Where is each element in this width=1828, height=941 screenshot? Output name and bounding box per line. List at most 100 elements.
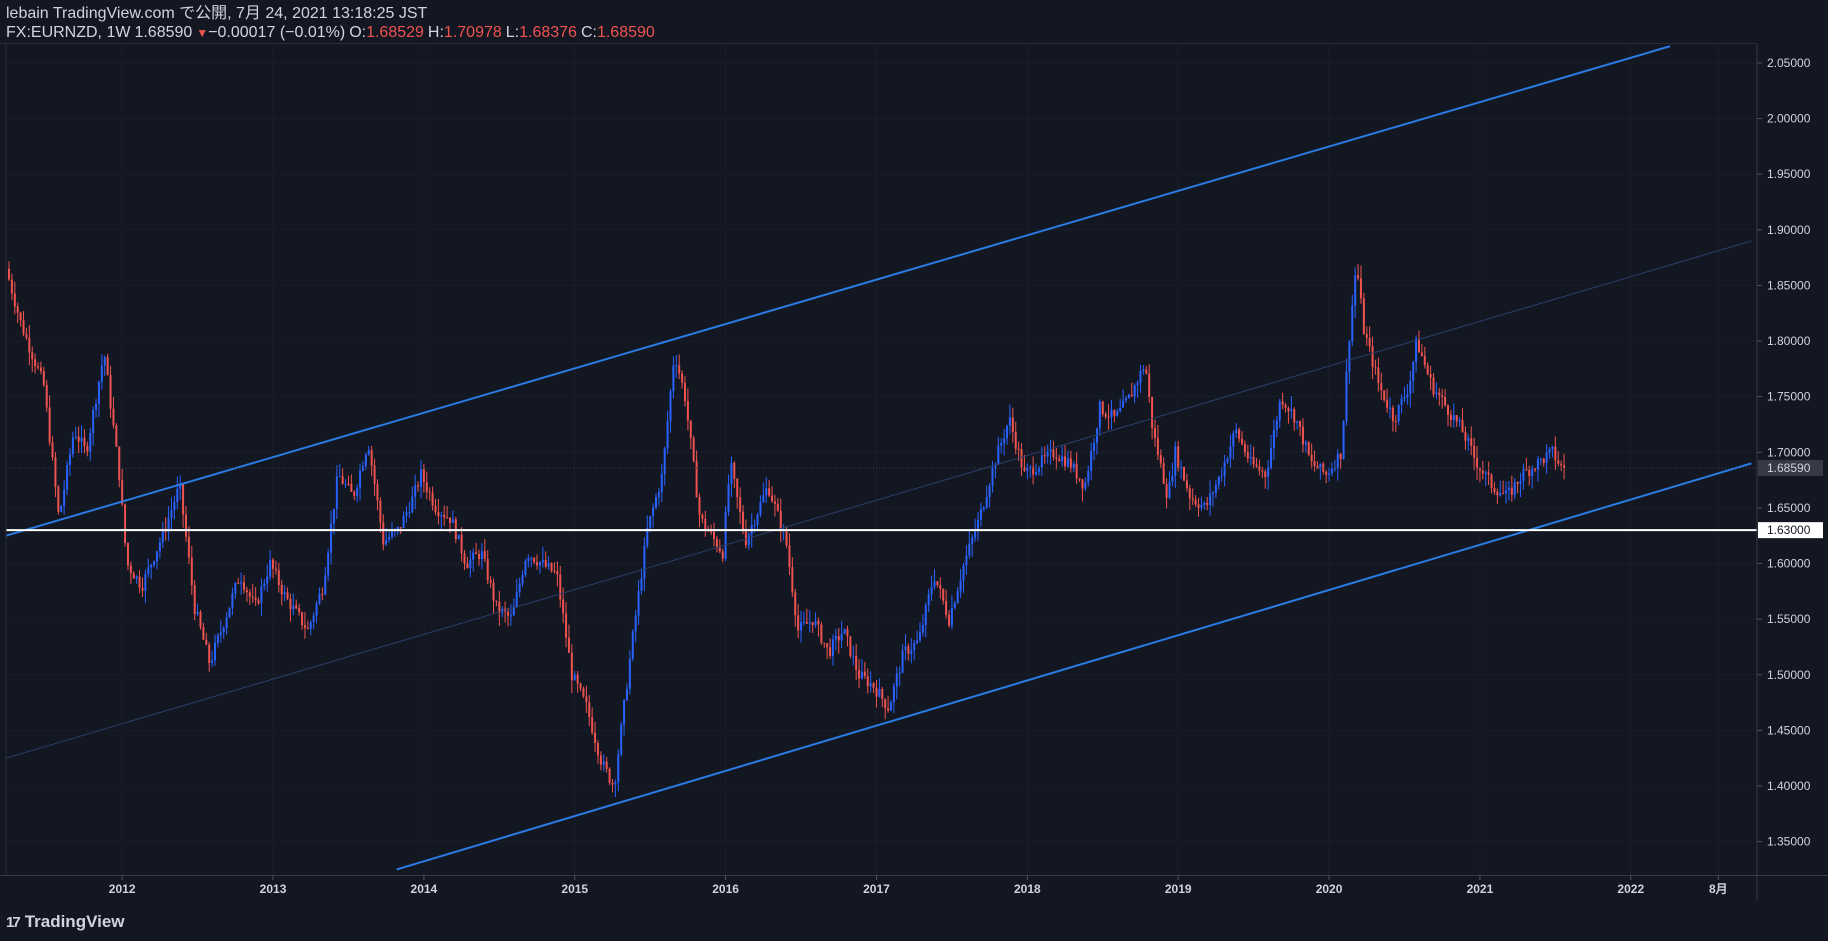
candle-down xyxy=(1284,404,1287,409)
candle-up xyxy=(1029,466,1032,469)
brand-name: TradingView xyxy=(24,912,125,931)
candle-down xyxy=(45,384,48,408)
last-price-badge xyxy=(1758,459,1823,476)
candle-up xyxy=(1484,472,1487,474)
candle-down xyxy=(245,589,248,593)
candle-down xyxy=(556,571,559,575)
candle-down xyxy=(373,465,376,485)
candle-down xyxy=(1339,453,1342,459)
drawings[interactable] xyxy=(5,45,1757,871)
candle-down xyxy=(199,612,202,628)
candle-up xyxy=(730,462,733,485)
candle-down xyxy=(1243,443,1246,453)
last-price-label: 1.68590 xyxy=(1767,461,1811,475)
candle-down xyxy=(8,268,11,280)
candle-down xyxy=(37,366,40,368)
level-price-badge xyxy=(1758,522,1823,539)
candle-down xyxy=(83,437,86,446)
candle-down xyxy=(1064,456,1067,467)
x-tick-label: 2022 xyxy=(1617,882,1644,896)
candle-up xyxy=(338,476,341,478)
time-axis[interactable]: 2012 2013 2014 2015 2016 2017 2018 2019 2020 2021… xyxy=(109,875,1728,896)
candle-up xyxy=(411,496,414,513)
candle-down xyxy=(1470,438,1473,446)
candle-down xyxy=(594,732,597,743)
candle-down xyxy=(710,531,713,533)
down-arrow-icon: ▼ xyxy=(196,26,209,40)
candle-down xyxy=(681,373,684,383)
candle-up xyxy=(179,483,182,489)
candle-down xyxy=(1490,474,1493,488)
candle-down xyxy=(184,514,187,537)
candle-up xyxy=(1505,490,1508,494)
candle-up xyxy=(309,622,312,629)
candle-down xyxy=(1017,448,1020,450)
candle-down xyxy=(721,551,724,559)
candle-up xyxy=(269,559,272,577)
candle-down xyxy=(1238,429,1241,439)
candle-down xyxy=(121,480,124,505)
candle-up xyxy=(60,505,63,512)
candle-down xyxy=(1301,426,1304,445)
high-label: H: xyxy=(427,24,444,41)
candle-up xyxy=(930,586,933,595)
candle-down xyxy=(1075,463,1078,479)
x-tick-label: 2013 xyxy=(260,882,287,896)
candle-up xyxy=(330,523,333,553)
candle-up xyxy=(1296,421,1299,423)
candle-down xyxy=(683,382,686,402)
candle-down xyxy=(1264,471,1267,477)
channel-lower-line xyxy=(396,462,1752,871)
candle-down xyxy=(57,486,60,512)
candle-up xyxy=(840,633,843,641)
candle-down xyxy=(382,522,385,545)
candle-down xyxy=(129,565,132,574)
candle-up xyxy=(97,381,100,404)
candle-down xyxy=(1438,392,1441,396)
candle-down xyxy=(788,545,791,568)
candle-down xyxy=(1113,409,1116,416)
candle-up xyxy=(225,617,228,629)
candle-down xyxy=(704,519,707,530)
candle-down xyxy=(182,483,185,515)
candle-down xyxy=(428,491,431,493)
candle-up xyxy=(1116,411,1119,416)
candle-down xyxy=(739,497,742,512)
candle-up xyxy=(1536,459,1539,470)
candle-down xyxy=(576,674,579,684)
x-tick-label: 2015 xyxy=(561,882,588,896)
candle-down xyxy=(443,515,446,518)
candle-down xyxy=(1185,480,1188,489)
candle-up xyxy=(643,545,646,579)
candle-up xyxy=(617,754,620,783)
candle-up xyxy=(518,583,521,593)
symbol-interval[interactable]: FX:EURNZD, 1W xyxy=(6,24,131,41)
candle-down xyxy=(791,567,794,593)
candle-up xyxy=(95,403,98,410)
price-axis[interactable]: 1.35000 1.40000 1.45000 1.50000 1.55000 1.600… xyxy=(1757,56,1823,849)
candle-down xyxy=(1542,458,1545,463)
candle-up xyxy=(913,643,916,651)
candle-up xyxy=(814,620,817,626)
candle-up xyxy=(89,432,92,452)
candle-up xyxy=(968,543,971,556)
x-tick-label: 2014 xyxy=(411,882,438,896)
candle-down xyxy=(1476,457,1479,469)
candle-down xyxy=(1391,407,1394,422)
candle-up xyxy=(1026,468,1029,471)
candle-up xyxy=(1133,385,1136,397)
candle-up xyxy=(1403,397,1406,399)
candle-up xyxy=(971,537,974,544)
candle-up xyxy=(666,421,669,449)
candle-up xyxy=(1168,481,1171,498)
candle-up xyxy=(66,465,69,490)
low-value: 1.68376 xyxy=(519,24,577,41)
candle-down xyxy=(736,478,739,498)
candle-down xyxy=(1156,437,1159,456)
candle-down xyxy=(1261,470,1264,472)
candle-up xyxy=(216,635,219,643)
candle-down xyxy=(1197,504,1200,508)
candle-down xyxy=(1191,498,1194,500)
candle-up xyxy=(997,445,1000,465)
